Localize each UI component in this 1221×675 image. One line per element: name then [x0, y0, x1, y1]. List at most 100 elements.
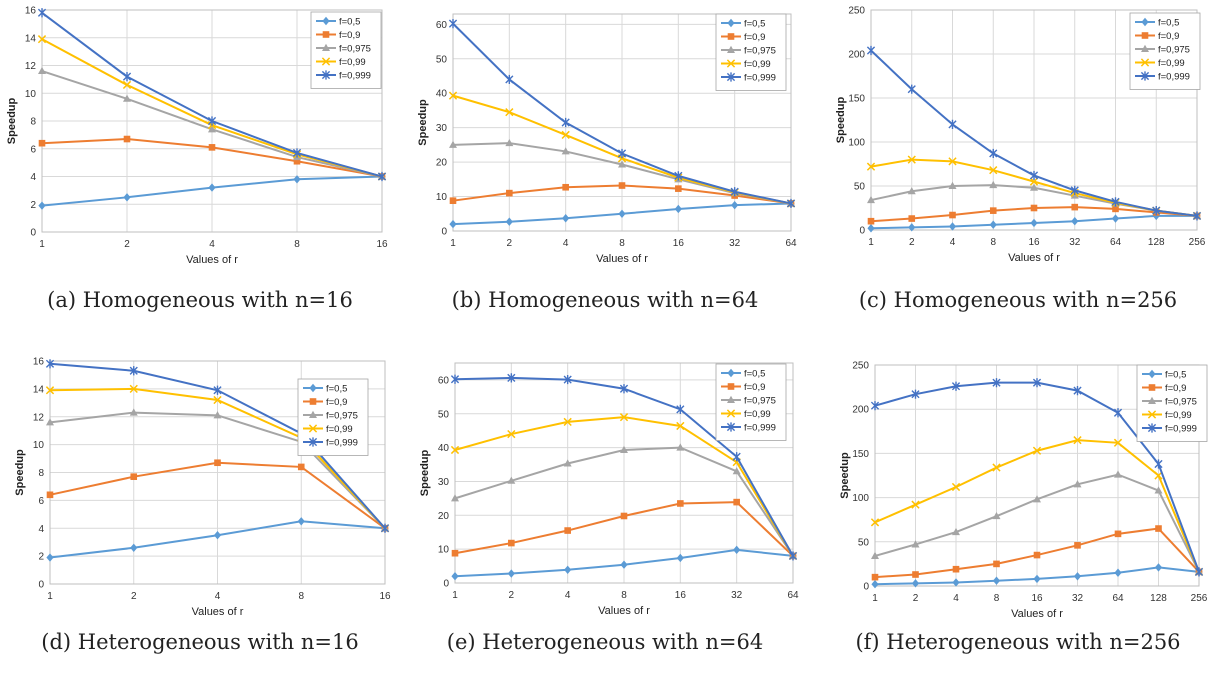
data-point	[732, 467, 741, 475]
x-tick-label: 1	[47, 591, 53, 602]
y-tick-label: 40	[438, 443, 450, 454]
data-point	[1030, 218, 1038, 228]
legend-marker	[726, 59, 736, 68]
legend-label: f=0,99	[1165, 410, 1192, 421]
x-tick-label: 4	[950, 237, 956, 248]
y-tick-label: 200	[848, 50, 865, 61]
data-point	[617, 148, 627, 159]
legend-marker	[309, 398, 317, 405]
data-point	[293, 157, 301, 165]
x-tick-label: 16	[379, 591, 391, 602]
data-point	[948, 181, 957, 189]
data-point	[674, 204, 682, 214]
data-point	[618, 160, 626, 168]
data-point	[907, 155, 916, 164]
legend-marker	[726, 422, 736, 432]
data-point	[377, 171, 387, 182]
y-tick-label: 6	[38, 496, 44, 507]
legend-label: f=0,99	[744, 59, 771, 70]
x-tick-label: 2	[124, 239, 130, 250]
x-tick-label: 4	[209, 239, 215, 250]
data-point	[507, 569, 515, 578]
plot-area-frame	[452, 13, 792, 232]
x-axis-title: Values of r	[596, 253, 648, 265]
data-point	[1032, 378, 1042, 388]
data-point	[1073, 436, 1082, 445]
x-axis-title: Values of r	[1011, 608, 1063, 620]
data-point	[45, 386, 55, 395]
data-point	[561, 117, 570, 128]
data-point	[620, 512, 628, 520]
data-point	[37, 35, 47, 44]
data-point	[620, 445, 628, 453]
legend-marker	[1140, 58, 1150, 67]
x-tick-label: 64	[785, 238, 797, 249]
data-point	[949, 211, 956, 219]
data-point	[871, 551, 879, 559]
chart-panel-e: 0 10 20 30 40 50 60 1 2 4 8 16 32 64 Values of r Speedu…	[405, 350, 805, 675]
y-tick-label: 4	[30, 172, 36, 183]
chart-caption-c: (c) Homogeneous with n=256	[858, 288, 1178, 312]
y-tick-label: 50	[858, 537, 870, 548]
data-point	[951, 482, 961, 492]
legend-label: f=0,999	[744, 73, 776, 84]
data-point	[620, 560, 628, 569]
legend-label: f=0,999	[1158, 72, 1190, 83]
chart-caption-a: (a) Homogeneous with n=16	[47, 288, 353, 312]
data-point	[448, 91, 458, 100]
data-point	[1074, 542, 1081, 549]
chart-panel-f: 0 50 100 150 200 250 1 2 4 8 16 32 64 128 256 Values of…	[818, 350, 1218, 675]
x-tick-label: 2	[509, 590, 515, 601]
data-point	[129, 384, 138, 394]
x-tick-label: 8	[298, 591, 304, 602]
x-tick-label: 32	[1069, 237, 1081, 248]
y-tick-label: 150	[848, 94, 865, 105]
data-point	[507, 476, 516, 484]
y-axis-title: Speedup	[14, 449, 26, 496]
x-axis-title: Values of r	[1008, 252, 1060, 264]
data-point	[297, 517, 305, 526]
y-tick-label: 20	[438, 511, 450, 522]
data-point	[951, 381, 961, 391]
x-tick-label: 4	[215, 591, 221, 602]
plot-area-frame	[874, 364, 1200, 587]
data-point	[1114, 470, 1122, 478]
data-point	[730, 187, 739, 197]
legend-marker	[1148, 396, 1156, 404]
chart-caption-b: (b) Homogeneous with n=64	[451, 288, 759, 312]
data-point	[1111, 214, 1120, 223]
y-tick-label: 4	[38, 524, 44, 535]
data-point	[1070, 185, 1079, 195]
y-tick-label: 100	[852, 493, 869, 504]
data-point	[1029, 170, 1039, 181]
chart-panel-b: 0 10 20 30 40 50 60 1 2 4 8 16 32 64 Values of r Speedu…	[405, 0, 805, 336]
data-point	[676, 404, 685, 414]
data-point	[562, 183, 569, 191]
legend-marker	[1141, 44, 1149, 52]
legend-label: f=0,999	[1165, 424, 1197, 435]
y-tick-label: 6	[30, 144, 36, 155]
data-point	[992, 576, 1001, 585]
legend-marker	[309, 410, 317, 418]
legend-marker	[727, 45, 735, 53]
x-tick-label: 8	[994, 593, 1000, 604]
y-tick-label: 60	[438, 375, 450, 386]
x-tick-label: 64	[1112, 593, 1124, 604]
y-tick-label: 100	[848, 138, 865, 149]
legend-label: f=0,5	[744, 369, 765, 380]
data-point	[867, 195, 875, 204]
plot-area-frame	[49, 360, 386, 585]
legend-label: f=0,975	[744, 46, 776, 57]
data-point	[507, 429, 516, 439]
data-point	[952, 527, 960, 536]
data-point	[989, 180, 998, 189]
x-tick-label: 1	[872, 593, 878, 604]
y-tick-label: 50	[436, 54, 448, 65]
data-point	[992, 378, 1001, 388]
legend-label: f=0,5	[1158, 18, 1179, 29]
data-point	[38, 139, 46, 147]
y-tick-label: 14	[33, 384, 45, 395]
y-axis-title: Speedup	[419, 449, 431, 496]
legend-label: f=0,975	[1165, 397, 1197, 408]
